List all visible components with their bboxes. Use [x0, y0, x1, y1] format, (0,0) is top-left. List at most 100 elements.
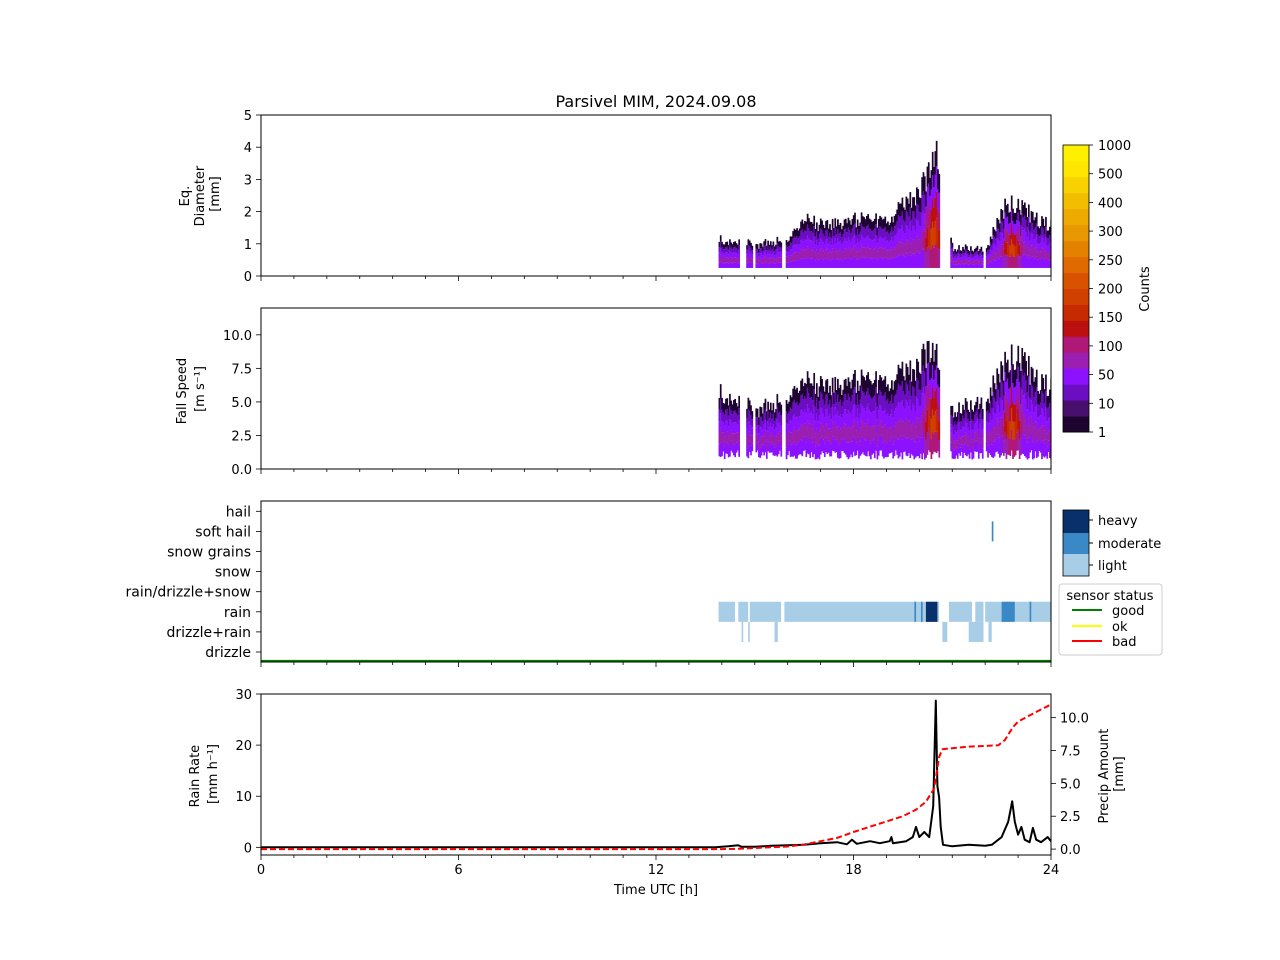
heatmap-cell — [837, 426, 839, 443]
heatmap-cell — [738, 245, 741, 251]
heatmap-cell — [1002, 228, 1005, 239]
heatmap-cell — [758, 248, 760, 253]
heatmap-cell — [776, 236, 779, 244]
heatmap-cell — [755, 425, 758, 435]
heatmap-cell — [756, 442, 759, 451]
heatmap-cell — [848, 258, 851, 268]
heatmap-cell — [1020, 421, 1022, 439]
heatmap-cell — [918, 441, 921, 459]
heatmap-cell — [923, 371, 926, 394]
precip-amount-line — [261, 703, 1051, 851]
heatmap-cell — [818, 415, 821, 431]
heatmap-cell — [960, 261, 963, 265]
heatmap-cell — [798, 441, 801, 455]
heatmap-cell — [885, 241, 888, 251]
heatmap-cell — [793, 441, 796, 456]
heatmap-cell — [908, 374, 910, 391]
heatmap-cell — [934, 390, 937, 412]
heatmap-cell — [1049, 251, 1051, 260]
heatmap-cell — [876, 251, 879, 260]
heatmap-cell — [764, 262, 767, 268]
heatmap-cell — [827, 440, 830, 453]
heatmap-cell — [888, 250, 891, 260]
heatmap-cell — [855, 251, 858, 260]
heatmap-cell — [980, 441, 983, 453]
heatmap-cell — [908, 406, 910, 422]
heatmap-cell — [966, 246, 968, 251]
heatmap-cell — [785, 447, 788, 460]
heatmap-cell — [746, 408, 748, 419]
heatmap-cell — [1024, 254, 1026, 268]
heatmap-cell — [1041, 216, 1043, 227]
heatmap-cell — [959, 260, 962, 265]
heatmap-cell — [968, 261, 971, 265]
heatmap-cell — [912, 197, 914, 212]
heatmap-cell — [884, 408, 887, 425]
heatmap-cell — [937, 434, 939, 452]
heatmap-cell — [748, 410, 751, 422]
heatmap-cell — [746, 437, 748, 447]
heatmap-cell — [970, 259, 972, 264]
heatmap-cell — [788, 257, 791, 263]
heatmap-cell — [844, 393, 847, 410]
heatmap-cell — [790, 397, 793, 410]
heatmap-cell — [868, 410, 871, 426]
heatmap-cell — [722, 441, 725, 452]
heatmap-cell — [1014, 369, 1017, 387]
heatmap-cell — [785, 411, 788, 424]
heatmap-cell — [768, 418, 771, 427]
heatmap-cell — [719, 413, 722, 428]
heatmap-cell — [727, 263, 730, 268]
heatmap-cell — [1042, 409, 1045, 426]
heatmap-cell — [963, 409, 966, 419]
heatmap-cell — [956, 440, 959, 450]
heatmap-cell — [863, 227, 866, 238]
heatmap-cell — [934, 411, 937, 432]
heatmap-cell — [814, 420, 817, 434]
heatmap-cell — [863, 439, 866, 455]
heatmap-cell — [822, 242, 825, 251]
heatmap-cell — [876, 259, 879, 268]
heatmap-cell — [898, 403, 901, 422]
heatmap-cell — [972, 449, 975, 459]
heatmap-cell — [1047, 260, 1050, 268]
heatmap-cell — [906, 226, 909, 241]
heatmap-cell — [750, 425, 752, 436]
heatmap-cell — [802, 386, 805, 400]
heatmap-cell — [914, 205, 917, 218]
heatmap-cell — [927, 340, 930, 363]
heatmap-cell — [1030, 245, 1033, 257]
heatmap-cell — [918, 423, 921, 442]
heatmap-cell — [923, 231, 926, 250]
y-tick-label: 5 — [244, 109, 252, 124]
heatmap-cell — [817, 433, 820, 446]
heatmap-cell — [1047, 440, 1050, 453]
heatmap-cell — [837, 219, 839, 230]
heatmap-cell — [921, 195, 924, 214]
heatmap-cell — [955, 258, 958, 262]
heatmap-cell — [763, 413, 766, 424]
heatmap-cell — [1043, 430, 1046, 444]
heatmap-cell — [800, 380, 802, 396]
heatmap-cell — [963, 427, 966, 436]
heatmap-cell — [1042, 228, 1045, 239]
heatmap-cell — [918, 406, 921, 424]
heatmap-cell — [1001, 417, 1004, 436]
heatmap-cell — [959, 421, 962, 431]
heatmap-cell — [1012, 383, 1014, 403]
heatmap-cell — [977, 419, 980, 429]
heatmap-cell — [750, 445, 752, 456]
heatmap-cell — [933, 361, 935, 380]
heatmap-cell — [916, 203, 918, 220]
heatmap-cell — [846, 223, 848, 233]
heatmap-cell — [1001, 256, 1004, 268]
heatmap-cell — [883, 395, 885, 412]
heatmap-cell — [933, 433, 935, 452]
heatmap-cell — [973, 264, 976, 268]
heatmap-cell — [792, 238, 794, 246]
heatmap-cell — [1029, 231, 1031, 241]
heatmap-cell — [1025, 360, 1028, 381]
heatmap-cell — [1020, 370, 1022, 388]
heatmap-cell — [968, 449, 971, 459]
heatmap-cell — [722, 253, 725, 259]
